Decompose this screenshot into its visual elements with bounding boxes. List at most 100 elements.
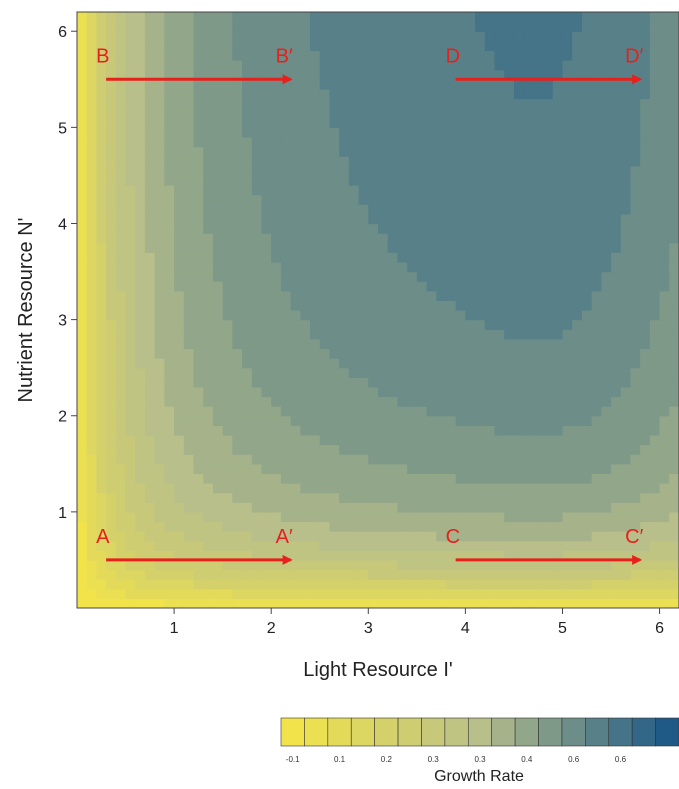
heatmap-cell	[77, 300, 88, 311]
heatmap-cell	[212, 483, 224, 494]
heatmap-cell	[135, 444, 146, 455]
heatmap-cell	[591, 550, 602, 561]
heatmap-cell	[494, 127, 505, 138]
heatmap-cell	[494, 79, 505, 90]
heatmap-cell	[533, 540, 544, 551]
heatmap-cell	[533, 511, 544, 523]
heatmap-cell	[135, 310, 146, 321]
heatmap-cell	[77, 261, 88, 273]
heatmap-cell	[611, 511, 622, 523]
heatmap-cell	[611, 69, 622, 80]
heatmap-cell	[144, 69, 156, 80]
heatmap-cell	[280, 540, 292, 551]
heatmap-cell	[164, 136, 175, 148]
heatmap-cell	[164, 300, 175, 311]
heatmap-cell	[426, 588, 437, 599]
heatmap-cell	[455, 290, 466, 301]
heatmap-cell	[581, 213, 593, 225]
heatmap-cell	[397, 79, 408, 90]
heatmap-cell	[203, 88, 214, 100]
heatmap-cell	[601, 348, 612, 359]
heatmap-cell	[611, 233, 622, 244]
heatmap-cell	[193, 434, 204, 446]
heatmap-cell	[649, 511, 661, 523]
heatmap-cell	[300, 444, 311, 455]
heatmap-cell	[426, 69, 437, 80]
heatmap-cell	[407, 261, 418, 273]
heatmap-cell	[533, 502, 544, 513]
heatmap-cell	[164, 367, 175, 378]
heatmap-cell	[174, 290, 185, 301]
heatmap-cell	[212, 406, 224, 417]
heatmap-cell	[242, 290, 253, 301]
heatmap-cell	[339, 483, 350, 494]
heatmap-cell	[543, 310, 554, 321]
heatmap-cell	[533, 367, 544, 378]
heatmap-cell	[562, 310, 573, 321]
heatmap-cell	[640, 117, 651, 128]
heatmap-cell	[96, 550, 107, 561]
heatmap-cell	[484, 329, 496, 340]
heatmap-cell	[581, 290, 593, 301]
heatmap-cell	[445, 60, 457, 71]
heatmap-cell	[144, 425, 156, 436]
heatmap-cell	[397, 165, 408, 177]
heatmap-cell	[154, 310, 165, 321]
heatmap-cell	[649, 444, 661, 455]
heatmap-cell	[426, 329, 437, 340]
heatmap-cell	[242, 492, 253, 503]
heatmap-cell	[533, 117, 544, 128]
heatmap-cell	[523, 540, 534, 551]
heatmap-cell	[300, 329, 311, 340]
heatmap-cell	[183, 12, 195, 23]
heatmap-cell	[649, 60, 661, 71]
heatmap-cell	[378, 185, 389, 196]
heatmap-cell	[96, 271, 107, 282]
heatmap-cell	[465, 483, 476, 494]
heatmap-cell	[154, 425, 165, 436]
heatmap-cell	[504, 367, 515, 378]
heatmap-cell	[630, 415, 641, 426]
heatmap-cell	[533, 185, 544, 196]
heatmap-cell	[251, 319, 263, 330]
heatmap-cell	[465, 521, 476, 532]
heatmap-cell	[640, 300, 651, 311]
heatmap-cell	[261, 12, 272, 23]
heatmap-cell	[310, 511, 321, 523]
heatmap-cell	[591, 108, 602, 119]
heatmap-cell	[552, 40, 564, 52]
heatmap-cell	[261, 204, 272, 215]
heatmap-cell	[484, 12, 496, 23]
heatmap-cell	[222, 367, 233, 378]
heatmap-cell	[174, 50, 185, 61]
heatmap-cell	[523, 550, 534, 561]
heatmap-cell	[475, 50, 486, 61]
heatmap-cell	[135, 540, 146, 551]
heatmap-cell	[251, 136, 263, 148]
heatmap-cell	[620, 425, 632, 436]
heatmap-cell	[513, 406, 525, 417]
heatmap-cell	[203, 156, 214, 167]
heatmap-cell	[494, 175, 505, 186]
heatmap-cell	[591, 406, 602, 417]
heatmap-cell	[183, 300, 195, 311]
heatmap-cell	[319, 588, 331, 599]
heatmap-cell	[513, 550, 525, 561]
heatmap-cell	[300, 204, 311, 215]
heatmap-cell	[222, 444, 233, 455]
heatmap-cell	[251, 415, 263, 426]
heatmap-cell	[591, 204, 602, 215]
heatmap-cell	[649, 540, 661, 551]
heatmap-cell	[562, 550, 573, 561]
heatmap-cell	[484, 300, 496, 311]
heatmap-cell	[378, 242, 389, 253]
heatmap-cell	[640, 406, 651, 417]
heatmap-cell	[135, 531, 146, 542]
heatmap-cell	[513, 12, 525, 23]
heatmap-cell	[620, 367, 632, 378]
heatmap-cell	[669, 492, 679, 503]
heatmap-cell	[368, 60, 379, 71]
heatmap-cell	[106, 98, 117, 109]
heatmap-cell	[193, 588, 204, 599]
heatmap-cell	[552, 550, 564, 561]
